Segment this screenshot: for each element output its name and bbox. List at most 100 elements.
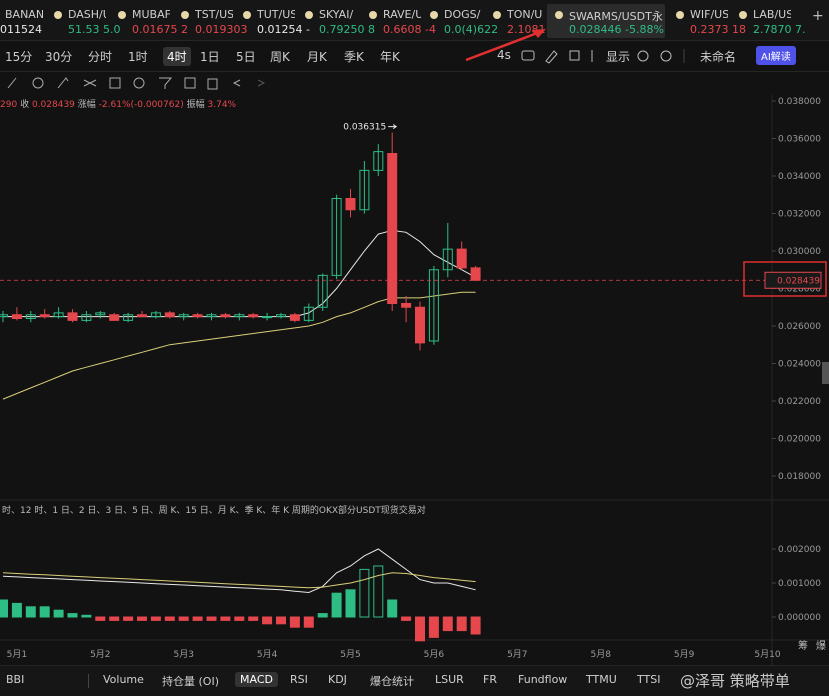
macd-bar: [109, 616, 120, 621]
candle-body: [428, 269, 439, 342]
ticker-price[interactable]: 0.01254 -: [257, 23, 310, 36]
y-tick-label: 0.036000: [778, 135, 821, 145]
indicator-tab[interactable]: 爆仓统计: [370, 675, 414, 688]
tab-separator: [88, 674, 89, 688]
macd-bar: [67, 613, 78, 618]
timeframe[interactable]: 月K: [307, 50, 327, 64]
peak-arrow: [388, 124, 398, 130]
ticker-name[interactable]: SKYAI/: [319, 8, 354, 21]
macd-bar: [373, 565, 384, 618]
timeframe[interactable]: 1时: [128, 50, 148, 64]
side-handle[interactable]: [822, 362, 829, 384]
macd-bar: [401, 616, 412, 621]
timeframe[interactable]: 年K: [380, 50, 400, 64]
indicator-tab[interactable]: RSI: [290, 673, 308, 686]
info-close: 0.028439: [31, 100, 75, 110]
candle-body: [39, 314, 50, 318]
timeframe[interactable]: 1日: [200, 50, 220, 64]
ticker-price[interactable]: 0.2373 18: [690, 23, 746, 36]
timeframe[interactable]: 周K: [270, 50, 290, 64]
indicator-tab[interactable]: FR: [483, 673, 497, 686]
ai-button[interactable]: AI解读: [756, 46, 796, 65]
ticker-dot: [305, 11, 313, 19]
timeframe[interactable]: 5日: [236, 50, 256, 64]
macd-bar: [150, 616, 161, 621]
ticker-price[interactable]: 011524: [0, 23, 42, 36]
ticker-name[interactable]: TON/U: [507, 8, 543, 21]
indicator-tabs: BBI Volume 持仓量 (OI) MACD RSI KDJ 爆仓统计 LSUR FR Fun…: [0, 665, 829, 696]
candle-body: [123, 314, 134, 321]
indicator-tab[interactable]: Fundflow: [518, 673, 568, 686]
indicator-tab[interactable]: TTMU: [586, 673, 617, 686]
indicator-tab[interactable]: Volume: [103, 673, 144, 686]
macd-dea-line: [2, 572, 476, 589]
timeframe[interactable]: 15分: [5, 50, 33, 64]
indicator-tab[interactable]: 持仓量 (OI): [162, 675, 219, 688]
macd-bar: [164, 616, 175, 621]
layout-name[interactable]: 未命名: [700, 50, 737, 64]
timeframe[interactable]: 30分: [45, 50, 73, 64]
candle-body: [234, 314, 245, 318]
indicator-tab[interactable]: TTSI: [637, 673, 661, 686]
macd-bar: [0, 599, 8, 618]
ticker-price[interactable]: 2.7870 7.: [753, 23, 806, 36]
indicator-tab[interactable]: MACD: [235, 672, 278, 687]
candle-body: [220, 314, 231, 318]
macd-bar: [387, 599, 398, 618]
macd-bar: [262, 616, 273, 625]
macd-bar: [178, 616, 189, 621]
ticker-name[interactable]: MUBAF: [132, 8, 170, 21]
display-toggle[interactable]: 显示: [606, 50, 631, 64]
ticker-name[interactable]: LAB/US: [753, 8, 791, 21]
macd-bar: [359, 568, 370, 618]
ticker-name[interactable]: DASH/U: [68, 8, 106, 21]
ticker-name[interactable]: DOGS/: [444, 8, 481, 21]
candle-body: [276, 314, 286, 318]
timeframe[interactable]: 4时: [163, 47, 191, 66]
ticker-name[interactable]: BANAN: [5, 8, 43, 21]
side-label: 爆: [816, 640, 826, 652]
candle-body: [248, 314, 259, 318]
macd-bar: [220, 616, 231, 621]
ticker-name[interactable]: WIF/US: [690, 8, 728, 21]
candle-body: [456, 248, 467, 269]
x-tick-label: 5月2: [90, 649, 110, 660]
ticker-dot: [555, 11, 563, 19]
candle-body: [206, 314, 217, 318]
ticker-price[interactable]: 0.01675 2: [132, 23, 188, 36]
y-tick-label: 0.024000: [778, 360, 821, 370]
macd-bar: [137, 616, 147, 621]
macd-bar: [289, 616, 300, 628]
ticker-dot: [181, 11, 189, 19]
info-change-label: 涨幅: [77, 100, 96, 110]
x-tick-label: 5月9: [674, 649, 695, 660]
candle-body: [345, 198, 356, 211]
macd-bar: [248, 616, 259, 621]
timeframe[interactable]: 季K: [344, 50, 364, 64]
y-tick-label: 0.034000: [778, 172, 821, 182]
watermark: @泽哥 策略带单: [680, 672, 790, 690]
timeframe[interactable]: 分时: [88, 50, 113, 64]
ticker-name[interactable]: SWARMS/USDT永: [569, 10, 663, 23]
indicator-tab[interactable]: BBI: [6, 673, 25, 686]
ticker-price[interactable]: 0.028446 -5.88%: [569, 23, 664, 36]
ticker-name[interactable]: RAVE/U: [383, 8, 421, 21]
ticker-price[interactable]: 0.6608 -4: [383, 23, 436, 36]
ticker-dot: [54, 11, 62, 19]
ticker-dot: [430, 11, 438, 19]
ticker-name[interactable]: TUT/US: [257, 8, 295, 21]
candle-body: [67, 312, 78, 321]
macd-y-tick-label: 0.002000: [778, 545, 821, 555]
ticker-name[interactable]: TST/US: [195, 8, 233, 21]
ticker-price[interactable]: 0.019303: [195, 23, 248, 36]
candle-body: [0, 314, 8, 318]
add-ticker[interactable]: +: [812, 8, 824, 24]
indicator-tab[interactable]: KDJ: [328, 673, 347, 686]
x-tick-label: 5月7: [507, 649, 527, 660]
ticker-price[interactable]: 0.79250 8: [319, 23, 375, 36]
indicator-tab[interactable]: LSUR: [435, 673, 464, 686]
x-tick-label: 5月4: [257, 649, 278, 660]
candle-body: [415, 306, 425, 344]
x-tick-label: 5月5: [340, 649, 360, 660]
ticker-price[interactable]: 51.53 5.0: [68, 23, 121, 36]
